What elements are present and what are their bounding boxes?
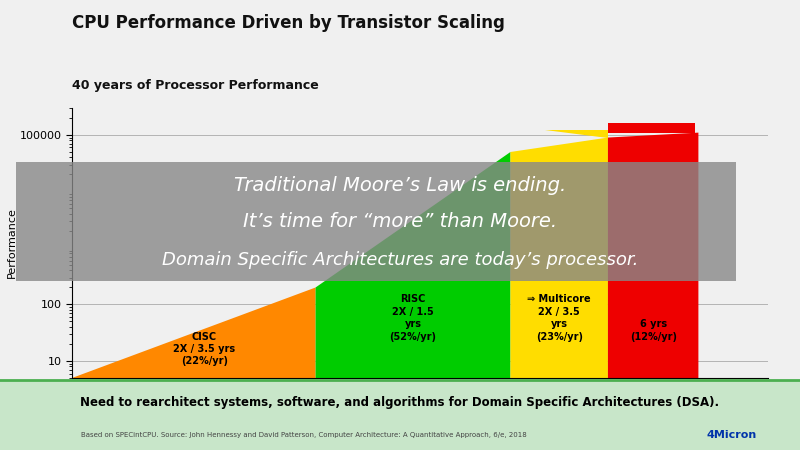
Text: CPU Performance Driven by Transistor Scaling: CPU Performance Driven by Transistor Sca…: [72, 14, 505, 32]
Text: 4Micron: 4Micron: [707, 430, 757, 440]
Text: RISC
2X / 1.5
yrs
(52%/yr): RISC 2X / 1.5 yrs (52%/yr): [390, 294, 437, 342]
Text: 40 years of Processor Performance: 40 years of Processor Performance: [72, 79, 318, 92]
Y-axis label: Performance: Performance: [7, 207, 17, 279]
Polygon shape: [608, 133, 698, 378]
Text: Need to rearchitect systems, software, and algorithms for Domain Specific Archit: Need to rearchitect systems, software, a…: [81, 396, 719, 409]
Text: Based on SPECintCPU. Source: John Hennessy and David Patterson, Computer Archite: Based on SPECintCPU. Source: John Hennes…: [81, 432, 527, 438]
Text: Domain Specific Architectures are today’s processor.: Domain Specific Architectures are today’…: [162, 251, 638, 269]
Text: 6 yrs
(12%/yr): 6 yrs (12%/yr): [630, 319, 677, 342]
Polygon shape: [315, 152, 510, 378]
Text: It’s time for “more” than Moore.: It’s time for “more” than Moore.: [243, 212, 557, 231]
Polygon shape: [72, 288, 315, 378]
Text: Traditional Moore’s Law is ending.: Traditional Moore’s Law is ending.: [234, 176, 566, 195]
Text: CISC
2X / 3.5 yrs
(22%/yr): CISC 2X / 3.5 yrs (22%/yr): [173, 332, 235, 366]
Text: ⇒ Multicore
2X / 3.5
yrs
(23%/yr): ⇒ Multicore 2X / 3.5 yrs (23%/yr): [527, 294, 591, 342]
Polygon shape: [510, 138, 608, 378]
Polygon shape: [608, 123, 695, 133]
Polygon shape: [546, 130, 608, 138]
